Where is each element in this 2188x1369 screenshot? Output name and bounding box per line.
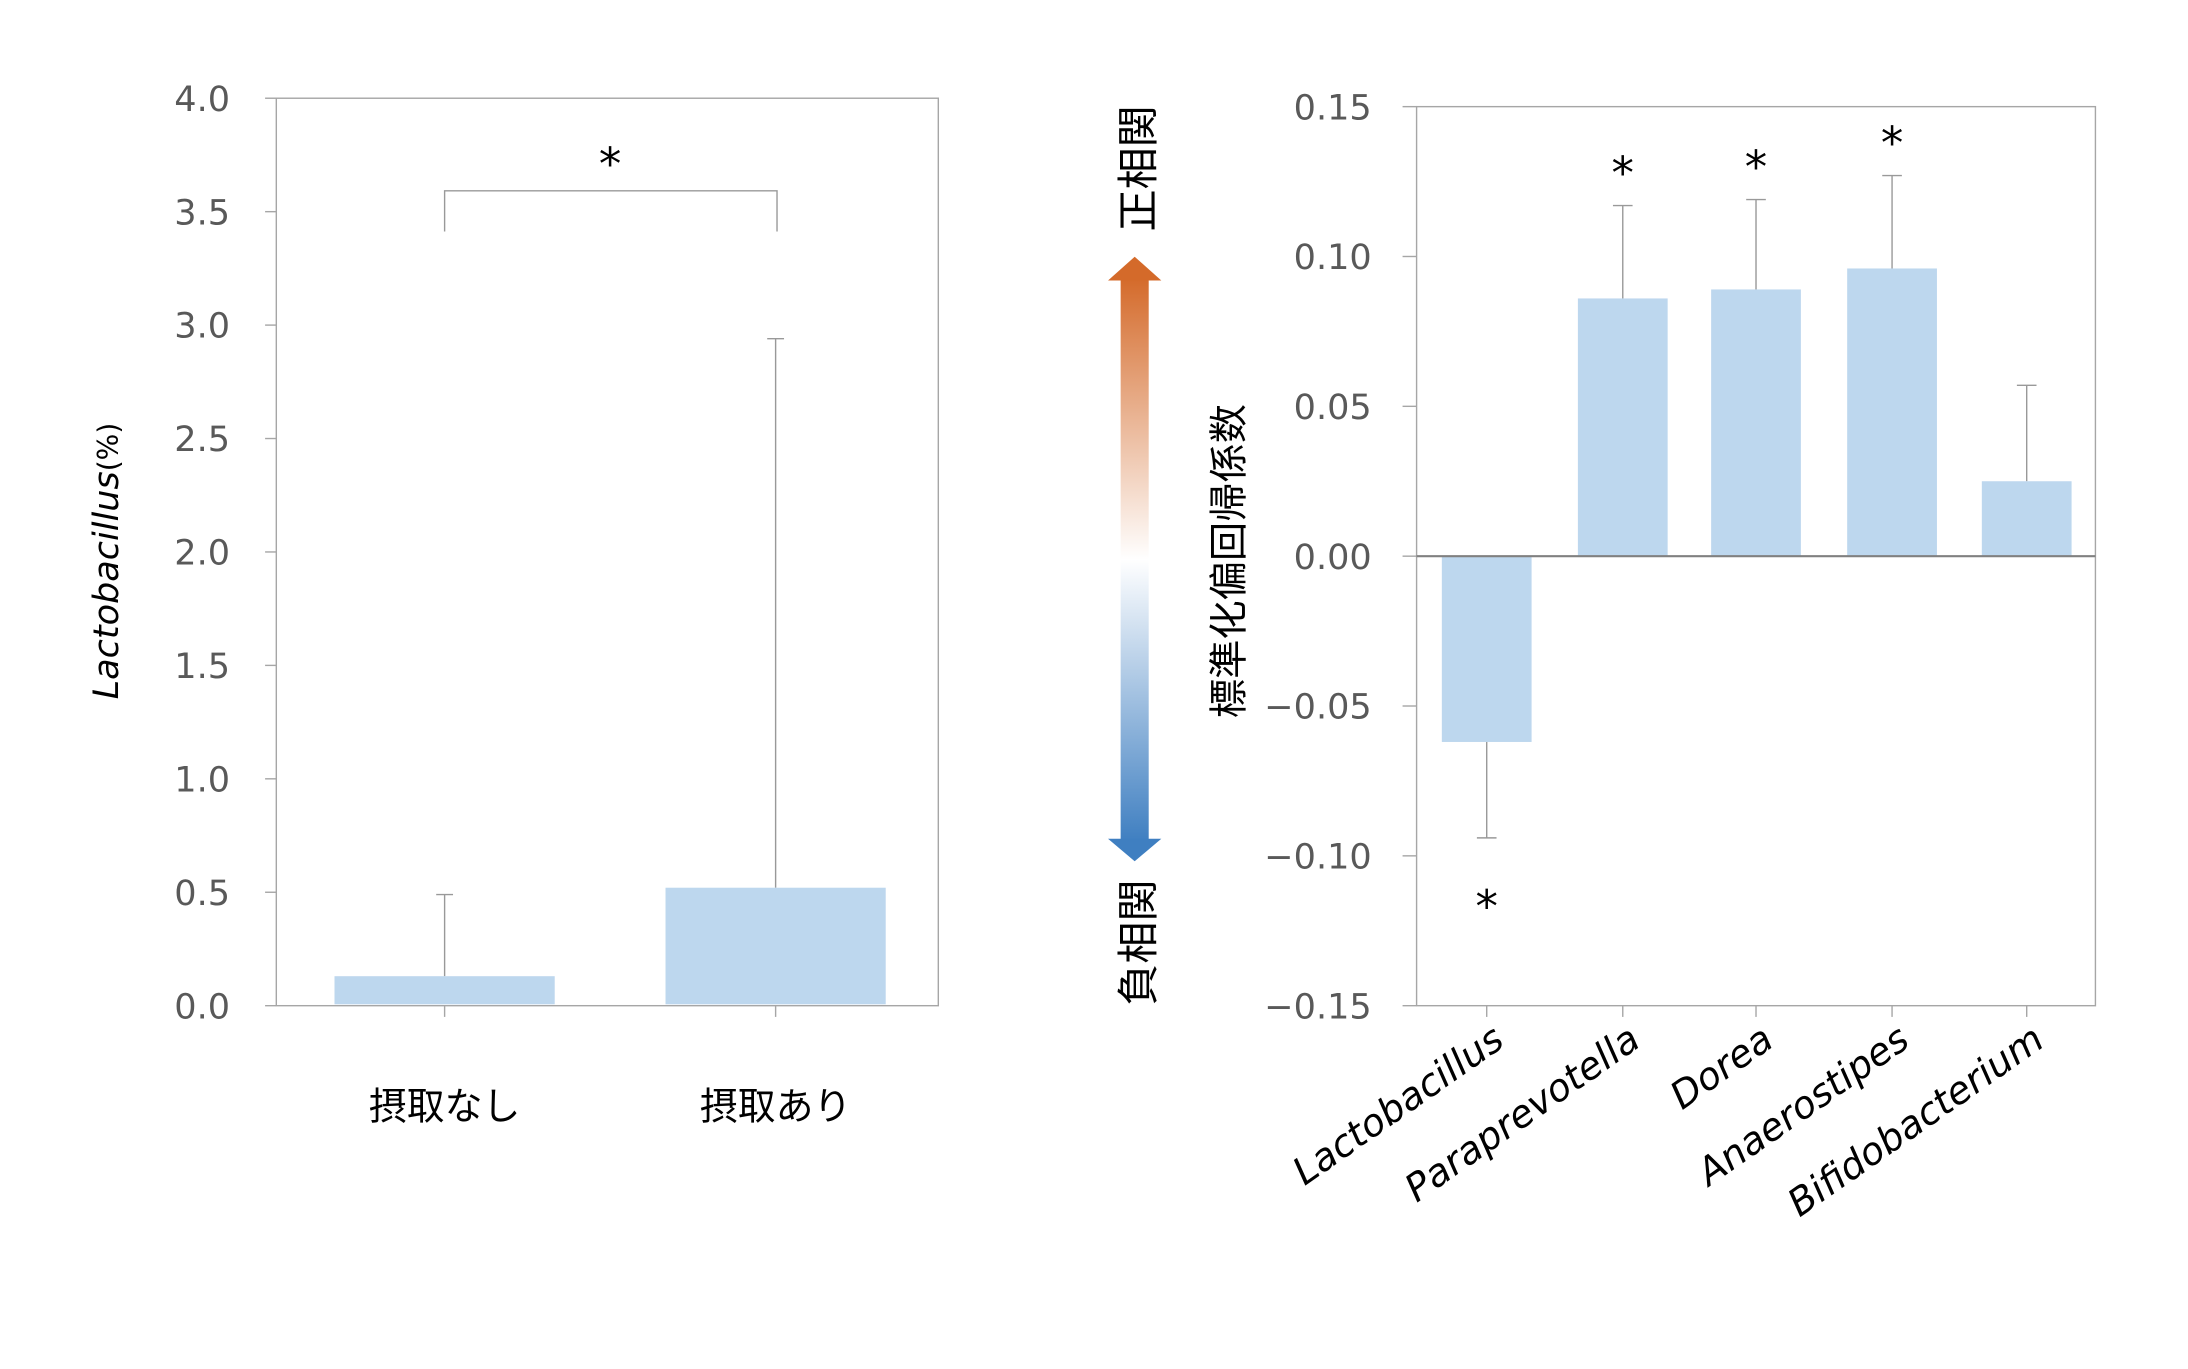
y-tick-label: 3.0 xyxy=(174,306,230,347)
y-tick-label: 2.0 xyxy=(174,533,230,574)
left-plot-frame xyxy=(275,97,940,1007)
x-category-label: 摂取なし xyxy=(369,1084,520,1128)
correlation-arrow-legend: 正相関 負相関 xyxy=(1108,105,1163,1006)
y-tick-label: 0.0 xyxy=(174,986,230,1027)
y-tick-label: 0.10 xyxy=(1294,237,1372,278)
arrow-up-head xyxy=(1108,256,1162,281)
significance-mark: * xyxy=(599,138,621,191)
x-category-label: Dorea xyxy=(1662,1016,1781,1118)
x-category-label: Paraprevotella xyxy=(1397,1016,1648,1210)
y-tick-label: −0.15 xyxy=(1264,986,1371,1027)
bar xyxy=(665,887,886,1005)
significance-mark: * xyxy=(1612,147,1634,200)
arrow-down-head xyxy=(1108,838,1162,862)
y-tick-label: 1.0 xyxy=(174,759,230,800)
x-category-label: Bifidobacterium xyxy=(1779,1016,2051,1225)
bar xyxy=(1847,268,1937,557)
negative-correlation-label: 負相関 xyxy=(1114,879,1163,1005)
y-tick-label: 0.5 xyxy=(174,873,230,914)
positive-correlation-label: 正相関 xyxy=(1114,105,1163,231)
significance-bracket xyxy=(443,190,778,232)
y-tick-label: −0.05 xyxy=(1264,687,1371,728)
y-tick-label: −0.10 xyxy=(1264,836,1371,877)
bar xyxy=(1577,298,1668,557)
x-category-label: 摂取あり xyxy=(700,1084,851,1128)
left-chart: 0.0 0.5 1.0 1.5 2.0 2.5 3.0 3.5 4.0 摂取なし 摂取あり * La… xyxy=(86,79,940,1128)
y-tick-label: 3.5 xyxy=(174,192,230,233)
y-tick-label: 1.5 xyxy=(174,646,230,687)
bar xyxy=(1981,481,2072,557)
y-tick-label: 0.00 xyxy=(1294,537,1372,578)
significance-mark: * xyxy=(1475,880,1497,933)
left-ylabel: Lactobacillus(%) xyxy=(86,423,127,700)
y-tick-label: 0.15 xyxy=(1294,87,1372,128)
significance-mark: * xyxy=(1745,141,1767,194)
right-ylabel: 標準化偏回帰係数 xyxy=(1208,404,1253,718)
bar xyxy=(1441,556,1532,742)
y-tick-label: 0.05 xyxy=(1294,387,1372,428)
bar xyxy=(1711,289,1801,557)
y-tick-label: 4.0 xyxy=(174,79,230,120)
y-tick-label: 2.5 xyxy=(174,419,230,460)
gradient-arrow-shaft xyxy=(1120,277,1149,842)
bar xyxy=(334,976,555,1005)
right-chart: −0.15−0.10−0.050.000.050.100.15 *Lactoba… xyxy=(1208,87,2097,1225)
significance-mark: * xyxy=(1881,117,1903,170)
